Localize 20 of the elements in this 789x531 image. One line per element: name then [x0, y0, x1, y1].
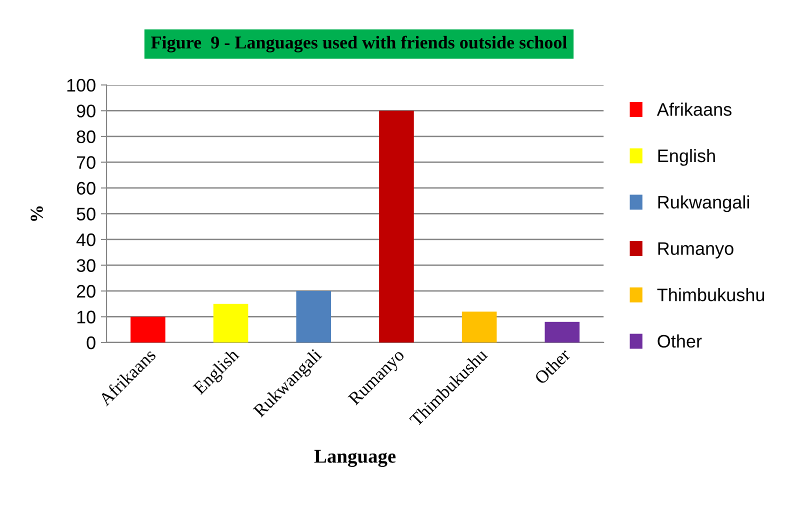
legend-label: Rumanyo	[658, 242, 734, 259]
legend-label: Afrikaans	[656, 102, 732, 116]
y-tick-label: 70	[76, 156, 96, 169]
y-tick-label: 0	[86, 336, 96, 350]
y-tick-label: 20	[76, 284, 96, 298]
chart-title: Figure 9 - Languages used with friends outside school	[151, 36, 567, 52]
legend-label: English	[658, 148, 715, 166]
legend-label: Thimbukushu	[657, 288, 764, 302]
y-tick-label: 90	[76, 104, 96, 118]
legend-label: Rukwangali	[658, 195, 749, 212]
y-tick-label: 80	[76, 130, 96, 144]
legend-label: Other	[658, 334, 702, 348]
y-axis-title: %	[30, 206, 43, 221]
x-axis-title: Language	[314, 450, 396, 467]
y-tick-label: 10	[77, 310, 96, 324]
y-tick-label: 40	[76, 233, 96, 246]
y-tick-label: 30	[76, 259, 96, 272]
y-tick-label: 50	[76, 208, 96, 220]
y-tick-label: 60	[76, 182, 96, 195]
y-tick-label: 100	[67, 78, 96, 92]
